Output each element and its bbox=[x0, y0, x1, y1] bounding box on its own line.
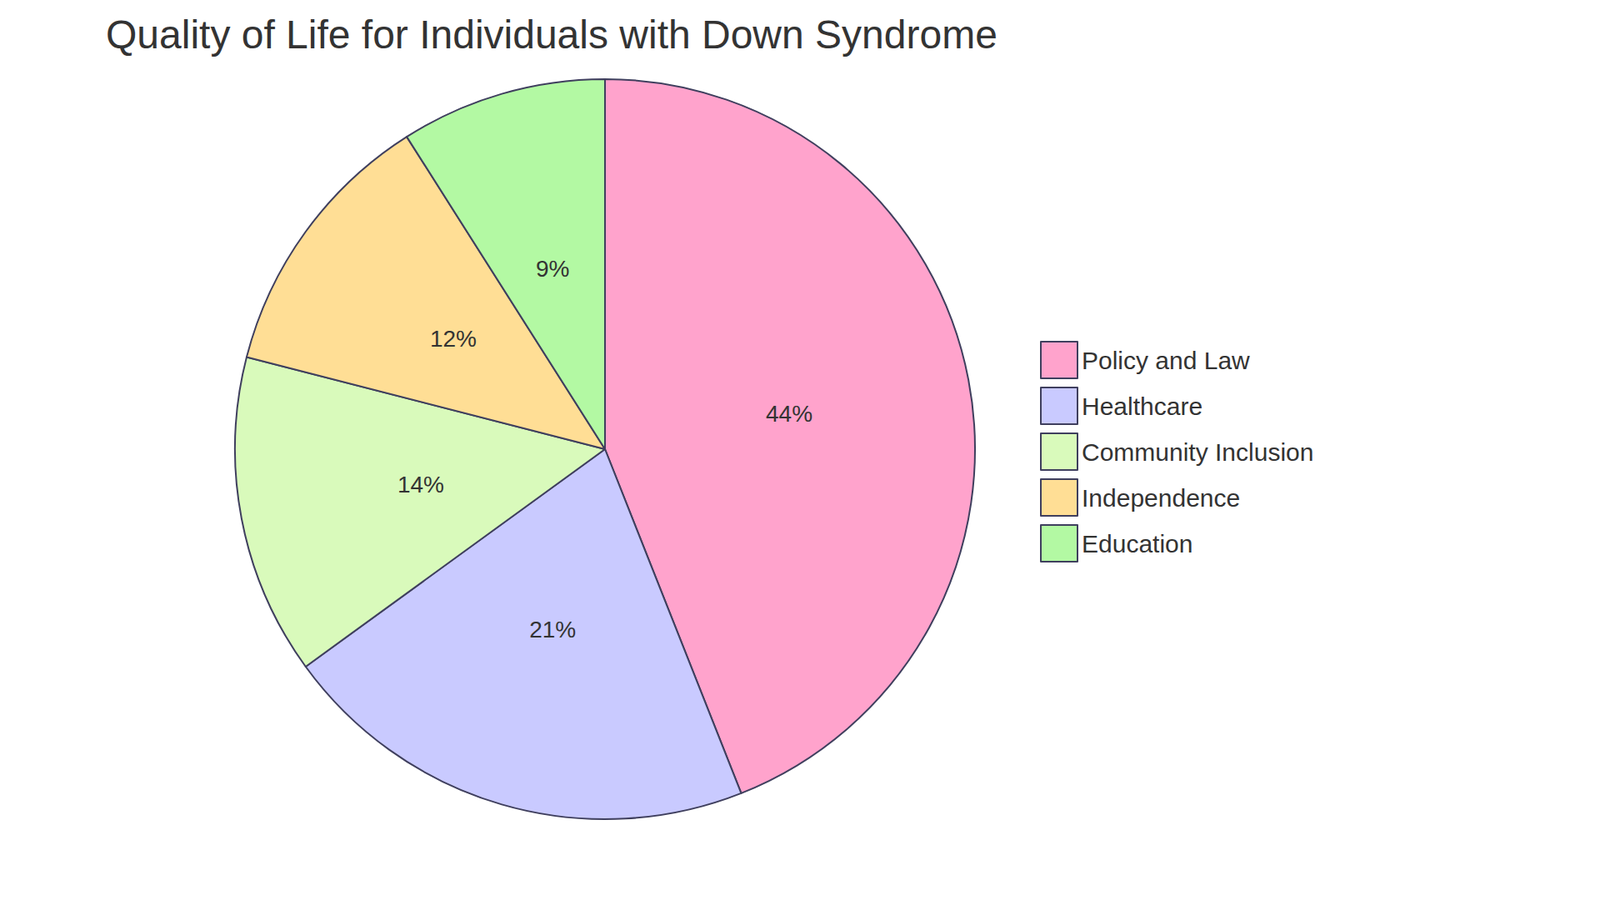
svg-text:Community Inclusion: Community Inclusion bbox=[1081, 438, 1314, 466]
svg-text:Independence: Independence bbox=[1081, 484, 1240, 512]
svg-text:21%: 21% bbox=[529, 616, 576, 643]
svg-text:Healthcare: Healthcare bbox=[1081, 392, 1203, 420]
svg-text:12%: 12% bbox=[430, 325, 477, 352]
svg-text:9%: 9% bbox=[535, 255, 570, 282]
svg-text:Education: Education bbox=[1081, 530, 1193, 558]
svg-text:Policy and Law: Policy and Law bbox=[1081, 346, 1250, 375]
svg-text:14%: 14% bbox=[397, 471, 445, 498]
svg-text:Quality of Life for Individual: Quality of Life for Individuals with Dow… bbox=[105, 12, 998, 57]
svg-text:44%: 44% bbox=[765, 400, 813, 427]
